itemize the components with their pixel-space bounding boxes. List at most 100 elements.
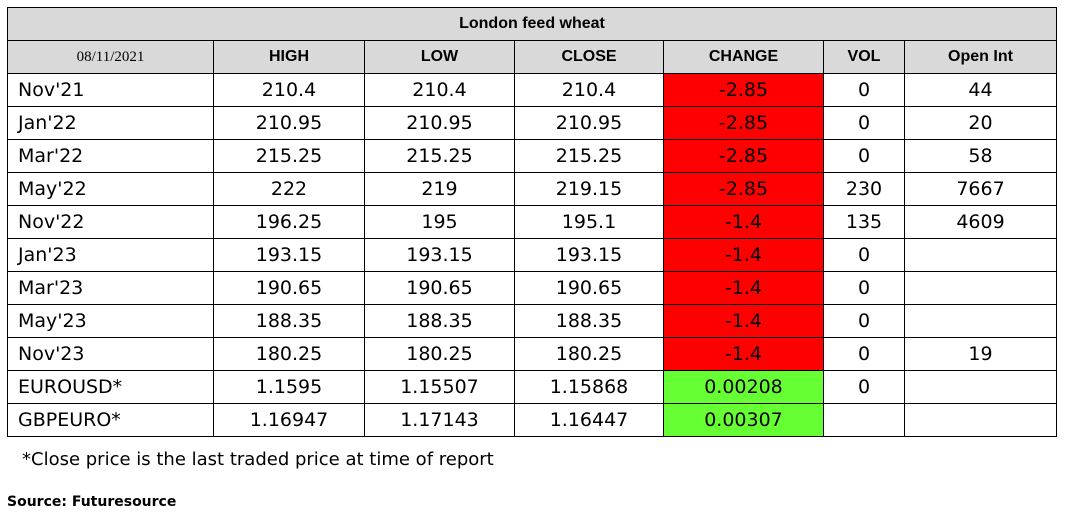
cell-open-int [904,370,1057,404]
header-high: HIGH [213,40,365,74]
cell-vol: 0 [823,139,905,173]
cell-high: 188.35 [213,304,365,338]
report-date: 08/11/2021 [7,40,214,74]
cell-vol: 230 [823,172,905,206]
cell-open-int: 20 [904,106,1057,140]
cell-low: 210.95 [364,106,515,140]
cell-low: 188.35 [364,304,515,338]
cell-low: 1.15507 [364,370,515,404]
cell-high: 190.65 [213,271,365,305]
cell-high: 180.25 [213,337,365,371]
cell-open-int: 7667 [904,172,1057,206]
cell-open-int [904,271,1057,305]
cell-close: 193.15 [514,238,664,272]
cell-vol [823,403,905,437]
cell-high: 1.1595 [213,370,365,404]
contract-name: Nov'22 [7,205,214,239]
cell-change: -1.4 [663,205,824,239]
price-table-container: London feed wheat 08/11/2021 HIGH LOW CL… [7,7,1057,437]
cell-open-int: 4609 [904,205,1057,239]
cell-close: 1.15868 [514,370,664,404]
cell-low: 219 [364,172,515,206]
contract-name: Nov'21 [7,73,214,107]
header-row: 08/11/2021 HIGH LOW CLOSE CHANGE VOL Ope… [7,40,1057,74]
table-row: Jan'22 210.95 210.95 210.95 -2.85 0 20 [7,106,1057,140]
cell-vol: 135 [823,205,905,239]
cell-open-int [904,238,1057,272]
cell-high: 196.25 [213,205,365,239]
cell-low: 215.25 [364,139,515,173]
header-close: CLOSE [514,40,664,74]
table-row: Mar'22 215.25 215.25 215.25 -2.85 0 58 [7,139,1057,173]
cell-vol: 0 [823,337,905,371]
contract-name: May'23 [7,304,214,338]
cell-high: 215.25 [213,139,365,173]
cell-change: 0.00307 [663,403,824,437]
cell-close: 190.65 [514,271,664,305]
cell-vol: 0 [823,304,905,338]
contract-name: GBPEURO* [7,403,214,437]
cell-close: 195.1 [514,205,664,239]
cell-open-int: 58 [904,139,1057,173]
cell-change: -1.4 [663,271,824,305]
table-row: Jan'23 193.15 193.15 193.15 -1.4 0 [7,238,1057,272]
cell-low: 1.17143 [364,403,515,437]
table-row: Nov'22 196.25 195 195.1 -1.4 135 4609 [7,205,1057,239]
cell-high: 210.4 [213,73,365,107]
cell-close: 210.95 [514,106,664,140]
cell-vol: 0 [823,106,905,140]
cell-change: -2.85 [663,172,824,206]
contract-name: Jan'22 [7,106,214,140]
header-low: LOW [364,40,515,74]
cell-low: 193.15 [364,238,515,272]
table-row: EUROUSD* 1.1595 1.15507 1.15868 0.00208 0 [7,370,1057,404]
contract-name: May'22 [7,172,214,206]
contract-name: Mar'22 [7,139,214,173]
cell-open-int: 44 [904,73,1057,107]
cell-vol: 0 [823,271,905,305]
table-row: May'23 188.35 188.35 188.35 -1.4 0 [7,304,1057,338]
table-title: London feed wheat [7,7,1057,41]
cell-change: 0.00208 [663,370,824,404]
cell-high: 222 [213,172,365,206]
cell-close: 180.25 [514,337,664,371]
cell-vol: 0 [823,238,905,272]
cell-high: 193.15 [213,238,365,272]
table-row: Nov'23 180.25 180.25 180.25 -1.4 0 19 [7,337,1057,371]
cell-vol: 0 [823,73,905,107]
cell-change: -2.85 [663,139,824,173]
price-table: London feed wheat 08/11/2021 HIGH LOW CL… [7,7,1057,437]
table-row: Nov'21 210.4 210.4 210.4 -2.85 0 44 [7,73,1057,107]
cell-close: 219.15 [514,172,664,206]
cell-close: 215.25 [514,139,664,173]
cell-open-int: 19 [904,337,1057,371]
cell-low: 190.65 [364,271,515,305]
header-open-int: Open Int [904,40,1057,74]
cell-low: 210.4 [364,73,515,107]
cell-close: 210.4 [514,73,664,107]
source-note: Source: Futuresource [7,494,177,510]
cell-vol: 0 [823,370,905,404]
contract-name: Mar'23 [7,271,214,305]
cell-low: 180.25 [364,337,515,371]
cell-close: 188.35 [514,304,664,338]
header-change: CHANGE [663,40,824,74]
table-row: Mar'23 190.65 190.65 190.65 -1.4 0 [7,271,1057,305]
cell-low: 195 [364,205,515,239]
cell-open-int [904,403,1057,437]
cell-change: -1.4 [663,238,824,272]
cell-change: -1.4 [663,337,824,371]
cell-change: -2.85 [663,73,824,107]
header-vol: VOL [823,40,905,74]
footnote: *Close price is the last traded price at… [22,449,494,470]
table-row: May'22 222 219 219.15 -2.85 230 7667 [7,172,1057,206]
cell-close: 1.16447 [514,403,664,437]
cell-high: 210.95 [213,106,365,140]
cell-open-int [904,304,1057,338]
contract-name: Jan'23 [7,238,214,272]
table-row: GBPEURO* 1.16947 1.17143 1.16447 0.00307 [7,403,1057,437]
contract-name: EUROUSD* [7,370,214,404]
cell-change: -1.4 [663,304,824,338]
cell-change: -2.85 [663,106,824,140]
title-row: London feed wheat [7,7,1057,41]
